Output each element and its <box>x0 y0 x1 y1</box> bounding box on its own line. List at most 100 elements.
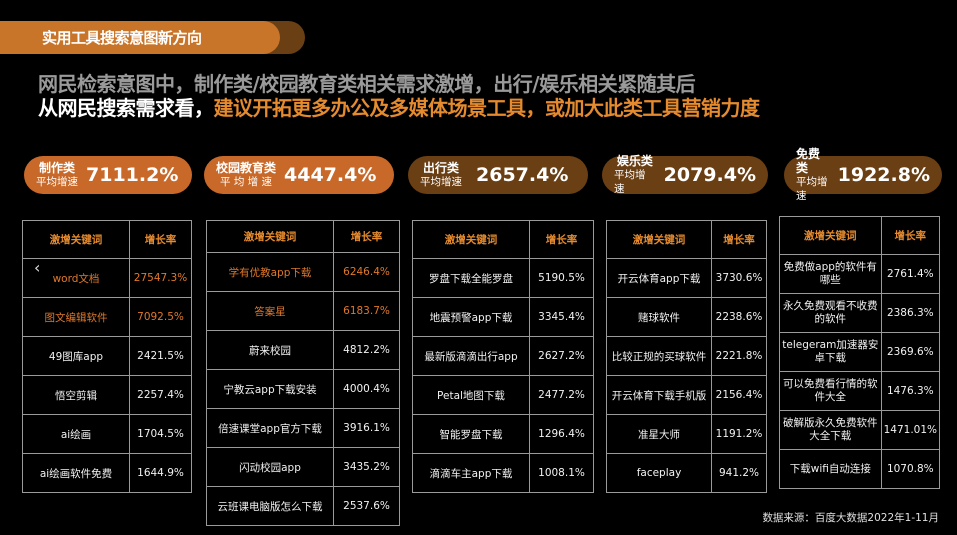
rate-cell: 6246.4% <box>333 252 400 292</box>
table-header: 激增关键词 增长率 <box>206 220 400 253</box>
table-row: 可以免费看行情的软件大全 1476.3% <box>779 371 941 411</box>
category-name: 制作类 <box>38 161 75 175</box>
rate-cell: 2221.8% <box>711 336 767 376</box>
keyword-cell: 永久免费观看不收费的软件 <box>779 293 882 333</box>
header-keyword: 激增关键词 <box>779 216 882 255</box>
rate-cell: 1644.9% <box>129 453 192 493</box>
table-row: 罗盘下载全能罗盘 5190.5% <box>412 258 594 298</box>
header-rate: 增长率 <box>711 220 767 259</box>
rate-cell: 2238.6% <box>711 297 767 337</box>
category-sub: 平均增速 <box>796 176 828 202</box>
header-rate: 增长率 <box>333 220 400 253</box>
category-pill-free: 免费类 平均增速 1922.8% <box>784 147 942 202</box>
keyword-cell: 闪动校园app <box>206 447 334 487</box>
section-title-inner <box>0 21 280 54</box>
rate-cell: 2257.4% <box>129 375 192 415</box>
table-header: 激增关键词 增长率 <box>22 220 192 259</box>
keyword-cell: telegeram加速器安卓下载 <box>779 332 882 372</box>
keyword-cell: ai绘画 <box>22 414 130 454</box>
headline-line2: 从网民搜索需求看，建议开拓更多办公及多媒体场景工具，或加大此类工具营销力度 <box>38 92 760 121</box>
keyword-cell: 答案星 <box>206 291 334 331</box>
rate-cell: 5190.5% <box>529 258 594 298</box>
header-keyword: 激增关键词 <box>206 220 334 253</box>
keyword-table-education: 激增关键词 增长率 学有优教app下载 6246.4% 答案星 6183.7% 蔚来… <box>206 220 400 526</box>
rate-cell: 27547.3% <box>129 258 192 298</box>
table-row: 准星大师 1191.2% <box>606 414 767 454</box>
keyword-cell: 智能罗盘下载 <box>412 414 530 454</box>
category-avg-growth: 1922.8% <box>837 164 930 186</box>
keyword-cell: 图文编辑软件 <box>22 297 130 337</box>
category-pill-entertainment: 娱乐类 平均增速 2079.4% <box>602 154 768 195</box>
table-row: telegeram加速器安卓下载 2369.6% <box>779 332 941 372</box>
keyword-cell: 地震预警app下载 <box>412 297 530 337</box>
table-row: 49图库app 2421.5% <box>22 336 192 376</box>
keyword-cell: 最新版滴滴出行app <box>412 336 530 376</box>
keyword-cell: 云班课电脑版怎么下载 <box>206 486 334 526</box>
table-row: 宁教云app下载安装 4000.4% <box>206 369 400 409</box>
table-row: 最新版滴滴出行app 2627.2% <box>412 336 594 376</box>
table-row: 永久免费观看不收费的软件 2386.3% <box>779 293 941 333</box>
keyword-cell: 准星大师 <box>606 414 712 454</box>
keyword-cell: 免费做app的软件有哪些 <box>779 254 882 294</box>
rate-cell: 2761.4% <box>880 254 941 294</box>
keyword-cell: 开云体育app下载 <box>606 258 712 298</box>
table-header: 激增关键词 增长率 <box>412 220 594 259</box>
category-sub: 平均增速 <box>420 176 462 188</box>
rate-cell: 3916.1% <box>333 408 400 448</box>
header-rate: 增长率 <box>880 216 941 255</box>
category-pill-travel: 出行类 平均增速 2657.4% <box>408 156 588 194</box>
table-row: 答案星 6183.7% <box>206 291 400 331</box>
rate-cell: 1008.1% <box>529 453 594 493</box>
table-header: 激增关键词 增长率 <box>606 220 767 259</box>
table-row: 蔚来校园 4812.2% <box>206 330 400 370</box>
rate-cell: 6183.7% <box>333 291 400 331</box>
category-avg-growth: 7111.2% <box>86 164 179 186</box>
keyword-table-free: 激增关键词 增长率 免费做app的软件有哪些 2761.4% 永久免费观看不收费的… <box>779 216 941 489</box>
table-row: 倍速课堂app官方下载 3916.1% <box>206 408 400 448</box>
rate-cell: 1296.4% <box>529 414 594 454</box>
category-name: 校园教育类 <box>216 161 277 175</box>
rate-cell: 1471.01% <box>880 410 941 450</box>
keyword-cell: 下载wifi自动连接 <box>779 449 882 489</box>
keyword-cell: 倍速课堂app官方下载 <box>206 408 334 448</box>
rate-cell: 2369.6% <box>880 332 941 372</box>
keyword-cell: 罗盘下载全能罗盘 <box>412 258 530 298</box>
back-chevron-icon[interactable]: ‹ <box>34 258 41 277</box>
table-row: ai绘画 1704.5% <box>22 414 192 454</box>
keyword-cell: 蔚来校园 <box>206 330 334 370</box>
category-avg-growth: 4447.4% <box>284 164 377 186</box>
table-row: 图文编辑软件 7092.5% <box>22 297 192 337</box>
table-row: 下载wifi自动连接 1070.8% <box>779 449 941 489</box>
rate-cell: 1476.3% <box>880 371 941 411</box>
keyword-table-entertainment: 激增关键词 增长率 开云体育app下载 3730.6% 赌球软件 2238.6% 比… <box>606 220 767 493</box>
rate-cell: 2477.2% <box>529 375 594 415</box>
keyword-cell: Petal地图下载 <box>412 375 530 415</box>
rate-cell: 941.2% <box>711 453 767 493</box>
rate-cell: 4000.4% <box>333 369 400 409</box>
table-row: 免费做app的软件有哪些 2761.4% <box>779 254 941 294</box>
category-sub: 平均增速 <box>36 176 78 188</box>
rate-cell: 7092.5% <box>129 297 192 337</box>
section-title: 实用工具搜索意图新方向 <box>42 29 202 47</box>
table-row: 学有优教app下载 6246.4% <box>206 252 400 292</box>
headline-line1: 网民检索意图中，制作类/校园教育类相关需求激增，出行/娱乐相关紧随其后 <box>38 72 696 96</box>
rate-cell: 3435.2% <box>333 447 400 487</box>
header-keyword: 激增关键词 <box>412 220 530 259</box>
headline-line2-orange: 建议开拓更多办公及多媒体场景工具，或加大此类工具营销力度 <box>213 96 761 120</box>
rate-cell: 1704.5% <box>129 414 192 454</box>
table-row: 闪动校园app 3435.2% <box>206 447 400 487</box>
rate-cell: 1191.2% <box>711 414 767 454</box>
keyword-cell: 滴滴车主app下载 <box>412 453 530 493</box>
table-row: 开云体育app下载 3730.6% <box>606 258 767 298</box>
table-row: ai绘画软件免费 1644.9% <box>22 453 192 493</box>
table-row: faceplay 941.2% <box>606 453 767 493</box>
header-rate: 增长率 <box>129 220 192 259</box>
table-row: 比较正规的买球软件 2221.8% <box>606 336 767 376</box>
category-pill-production: 制作类 平均增速 7111.2% <box>24 156 192 194</box>
table-row: 开云体育下载手机版 2156.4% <box>606 375 767 415</box>
category-pill-education: 校园教育类 平 均 增 速 4447.4% <box>204 156 394 194</box>
keyword-table-production: 激增关键词 增长率 word文档 27547.3% 图文编辑软件 7092.5% 4… <box>22 220 192 493</box>
rate-cell: 2421.5% <box>129 336 192 376</box>
table-row: word文档 27547.3% <box>22 258 192 298</box>
headline-line2-white: 从网民搜索需求看， <box>38 96 214 120</box>
